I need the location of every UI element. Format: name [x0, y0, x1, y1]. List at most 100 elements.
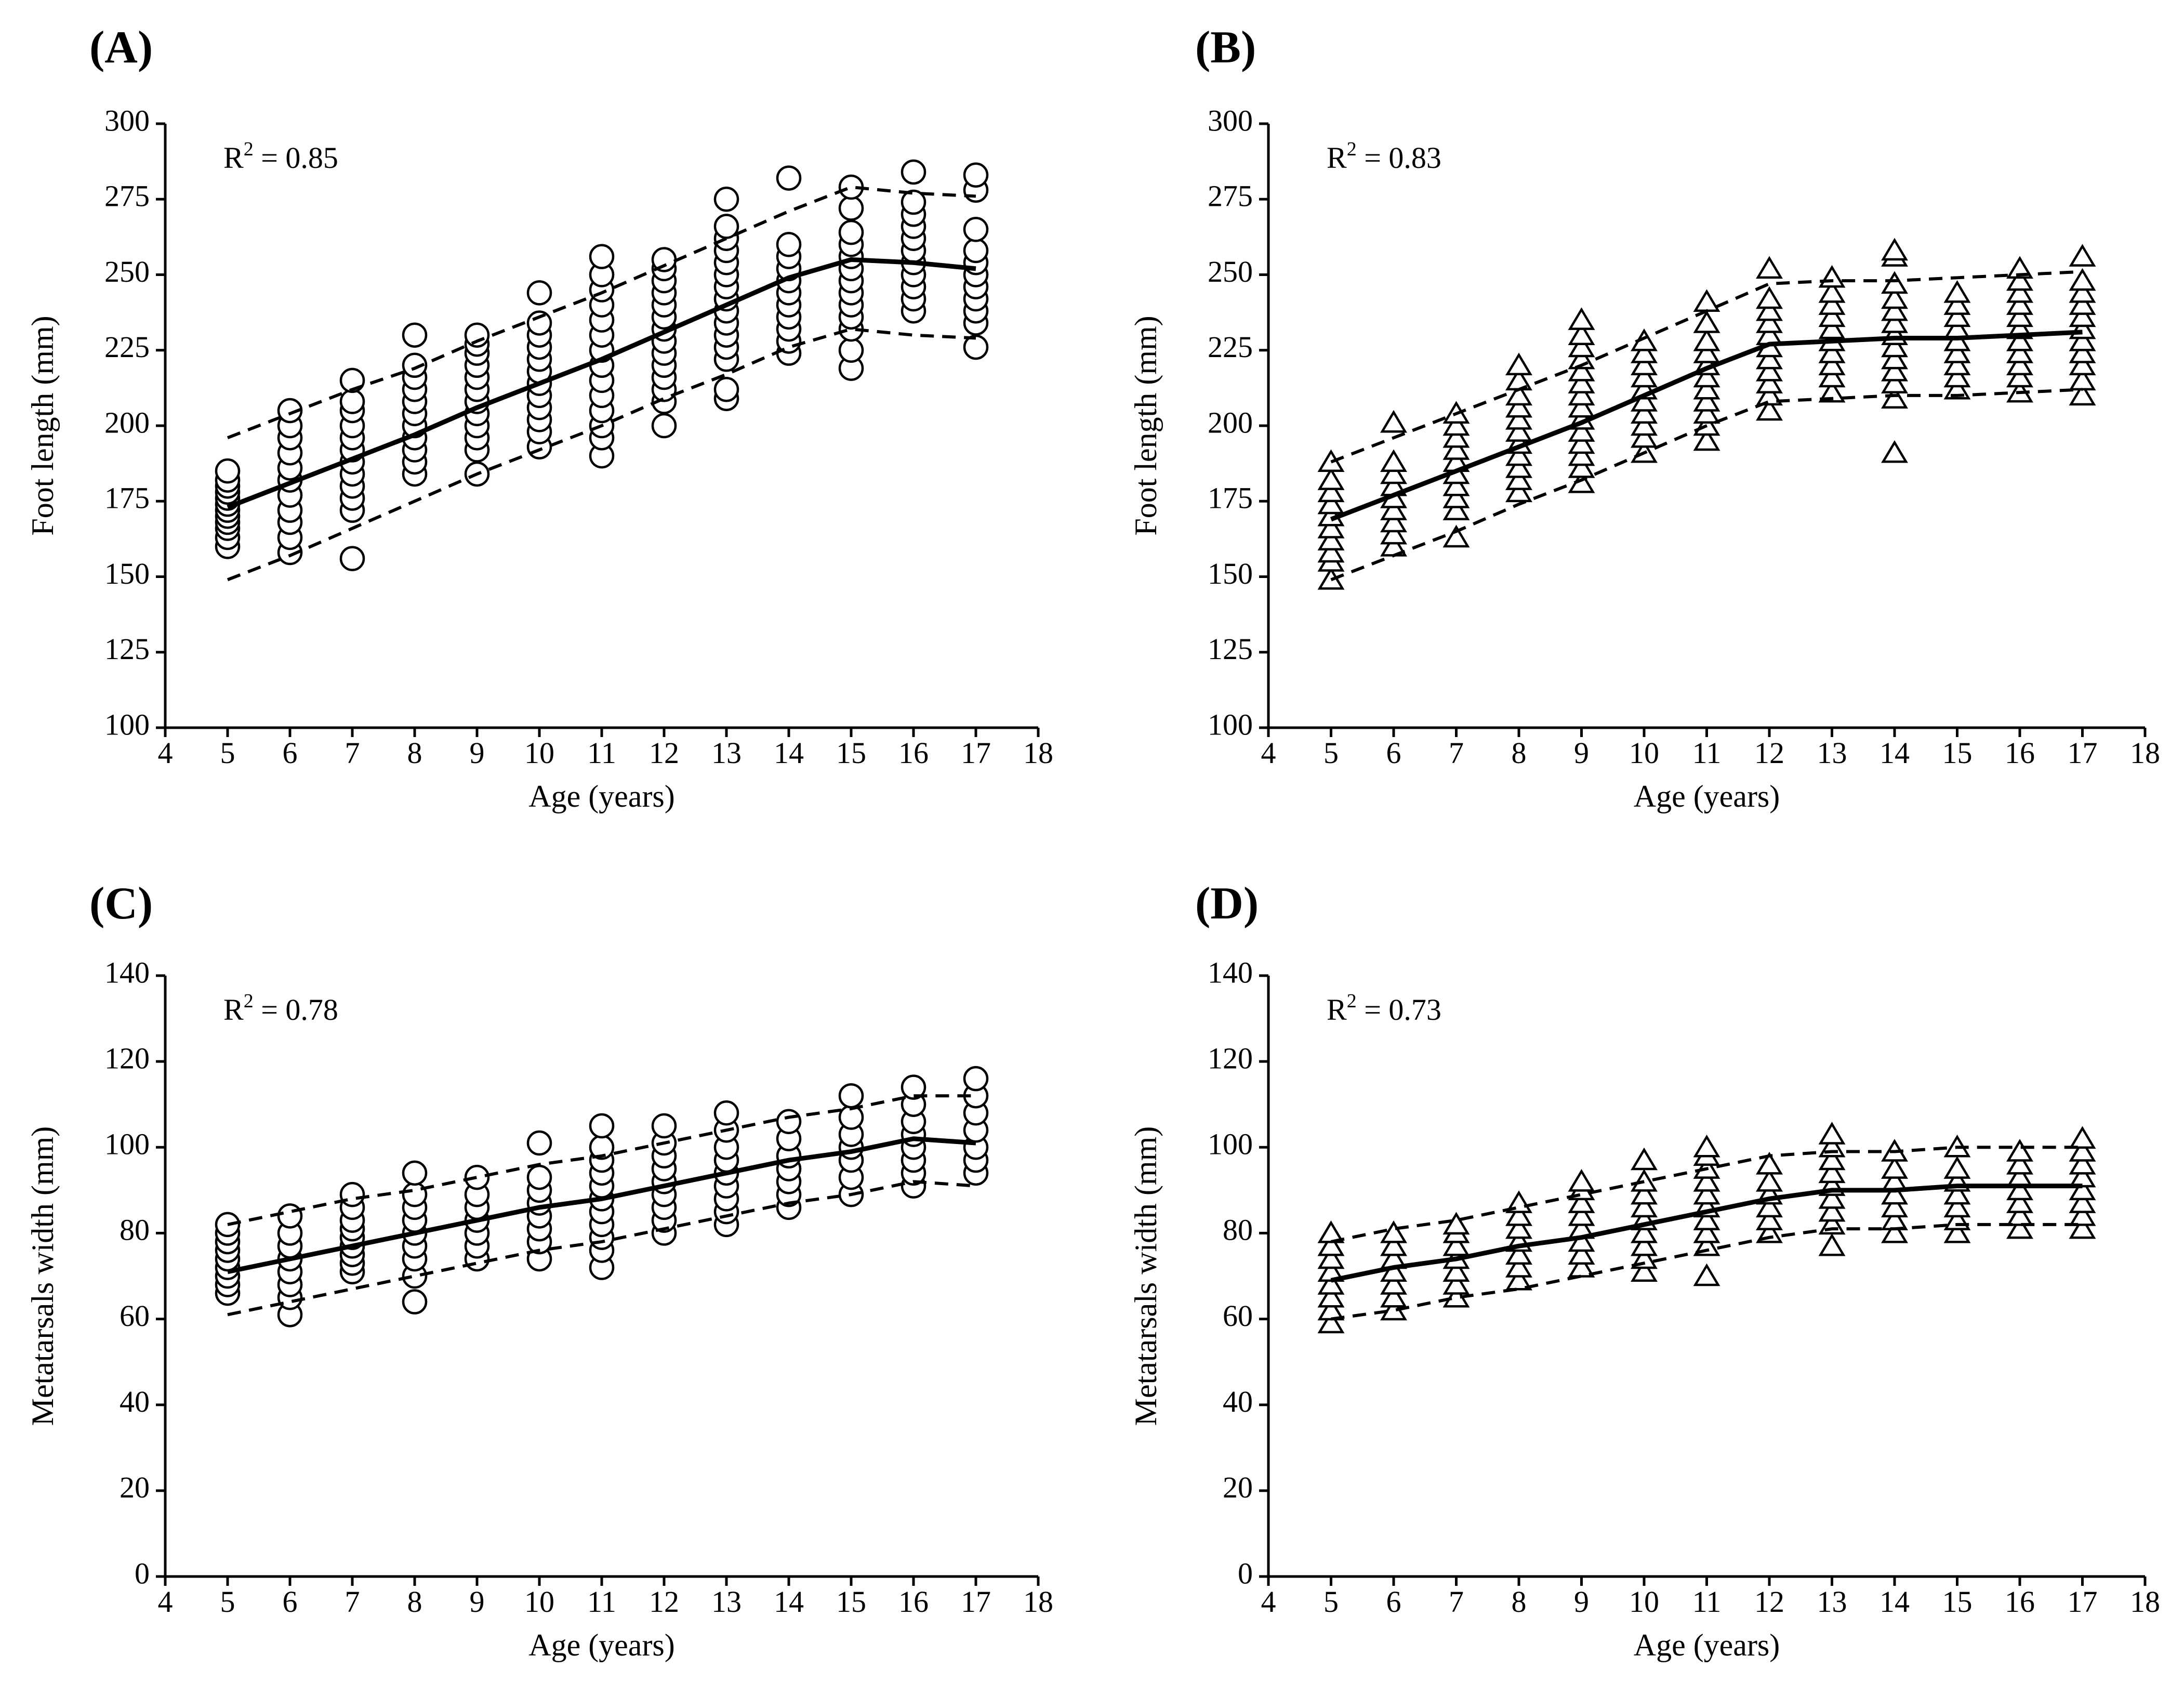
data-point [2006, 292, 2033, 315]
data-point [1693, 364, 1720, 388]
data-point [1317, 1272, 1345, 1295]
x-tick-label: 15 [836, 1585, 866, 1619]
x-tick-label: 8 [407, 736, 422, 770]
data-point [2006, 328, 2033, 351]
x-tick-label: 11 [587, 736, 616, 770]
data-point [1881, 440, 1908, 463]
data-point [1317, 1297, 1345, 1321]
x-tick-label: 16 [2005, 1585, 2035, 1619]
data-point [1380, 1233, 1407, 1256]
lower-bound-line [227, 1180, 976, 1317]
data-point [2006, 256, 2033, 279]
y-tick-label: 125 [104, 632, 150, 666]
data-point [2069, 340, 2096, 363]
data-point [2069, 292, 2096, 315]
r-squared-superscript: 2 [244, 138, 254, 160]
data-point [2069, 304, 2096, 327]
y-tick-label: 250 [1208, 255, 1253, 288]
y-tick-label: 60 [120, 1299, 150, 1333]
data-point [1568, 359, 1595, 382]
data-point [1380, 509, 1407, 533]
data-point [1943, 1181, 1971, 1205]
data-point [1881, 1156, 1908, 1179]
data-point [2069, 280, 2096, 303]
data-point [1693, 1220, 1720, 1243]
data-point [526, 1164, 552, 1190]
data-point [1943, 340, 1971, 363]
data-point [1818, 1147, 1846, 1171]
data-point [2006, 304, 2033, 327]
panel-label: (C) [89, 878, 153, 929]
data-point [1442, 437, 1470, 460]
data-point [1568, 443, 1595, 466]
data-point [2069, 367, 2096, 391]
data-point [1693, 289, 1720, 312]
x-tick-label: 13 [711, 1585, 742, 1619]
data-point [1568, 334, 1595, 358]
panel-c: (C) 0 20 40 60 80 100 120 140 4 5 6 7 8 9 10 11 12 13 14 15 1… [25, 878, 1053, 1662]
data-point [1317, 528, 1345, 551]
data-point [713, 214, 739, 239]
data-point [2006, 1139, 2033, 1162]
x-tick-label: 10 [1629, 736, 1659, 770]
data-point [1568, 1242, 1595, 1265]
data-point [963, 162, 989, 188]
y-tick-label: 0 [135, 1556, 150, 1590]
data-point [1881, 298, 1908, 321]
data-point [1442, 1212, 1470, 1235]
data-point [901, 189, 926, 215]
panel-label: (D) [1195, 878, 1259, 929]
data-point [1943, 1220, 1971, 1243]
data-point [526, 280, 552, 306]
data-point [1693, 376, 1720, 400]
x-tick-label: 15 [1942, 1585, 1973, 1619]
panel-a: (A) 100 125 150 175 200 225 250 275 300 4 5 6 7 8 9 10 11… [25, 22, 1053, 813]
y-tick-label: 200 [104, 405, 150, 439]
r-squared-value: = 0.85 [254, 141, 338, 175]
data-point [1818, 1186, 1846, 1209]
y-axis-title: Metatarsals width (mm) [1129, 1126, 1163, 1426]
data-point [1756, 398, 1783, 421]
upper-bound-line [1330, 270, 2083, 464]
data-point [339, 1181, 365, 1207]
lower-bound-line [1331, 1223, 2083, 1321]
x-axis-title: Age (years) [528, 1628, 675, 1662]
x-tick-label: 17 [2068, 1585, 2098, 1619]
x-tick-label: 9 [470, 736, 485, 770]
x-tick-label: 13 [1817, 736, 1847, 770]
r-squared-label: R2 = 0.73 [1327, 990, 1441, 1027]
data-point [963, 238, 989, 264]
panel-label: (B) [1195, 22, 1256, 73]
data-point [2069, 1151, 2096, 1175]
x-tick-label: 8 [1512, 736, 1527, 770]
y-tick-label: 225 [104, 330, 150, 364]
data-point [1505, 1267, 1532, 1291]
data-point [1756, 383, 1783, 406]
data-point [2006, 268, 2033, 291]
data-point [402, 1289, 428, 1315]
data-point [1380, 521, 1407, 545]
data-point [1943, 364, 1971, 388]
y-tick-label: 100 [1208, 1127, 1253, 1161]
data-point [1631, 1220, 1658, 1243]
y-tick-label: 275 [104, 179, 150, 213]
x-tick-label: 18 [1023, 1585, 1053, 1619]
fit-line [1330, 1184, 2083, 1283]
r-squared-label: R2 = 0.85 [223, 138, 338, 175]
data-point [1631, 389, 1658, 412]
data-point [901, 1074, 926, 1100]
data-point [1818, 340, 1846, 363]
data-point [2006, 280, 2033, 303]
data-point [1756, 298, 1783, 321]
data-point [2069, 268, 2096, 291]
fit-line [227, 1136, 976, 1275]
data-point [1505, 1216, 1532, 1239]
data-point [1631, 1233, 1658, 1256]
y-tick-label: 225 [1208, 330, 1253, 364]
data-point [963, 217, 989, 242]
y-tick-label: 300 [1208, 103, 1253, 137]
data-point [1505, 1203, 1532, 1226]
data-point [1568, 419, 1595, 442]
y-tick-label: 175 [1208, 481, 1253, 515]
